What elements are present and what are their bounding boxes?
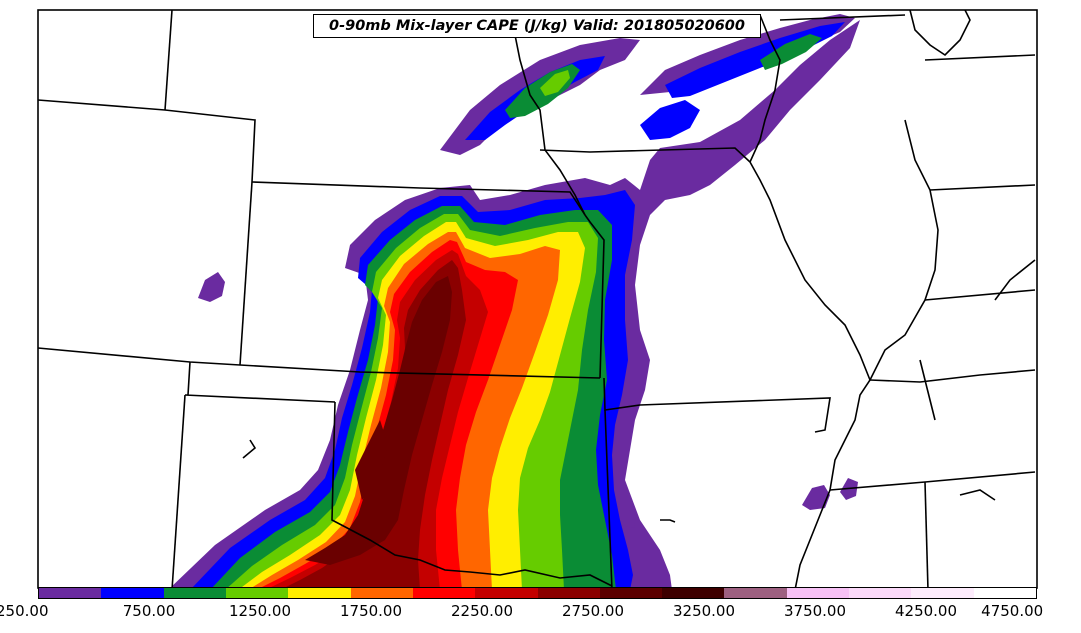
colorbar-tick-label: 4750.00 <box>981 602 1044 620</box>
cape-blob-west <box>198 272 225 302</box>
colorbar-segment <box>288 588 351 598</box>
colorbar-segment <box>475 588 538 598</box>
cape-band-2750 <box>305 276 452 565</box>
cape-band-1000-ne <box>760 34 822 70</box>
colorbar-segment <box>662 588 725 598</box>
colorbar <box>38 587 1037 599</box>
colorbar-tick-label: 1750.00 <box>339 602 403 620</box>
colorbar-segment <box>412 588 476 598</box>
colorbar-segment <box>163 588 226 598</box>
cape-blob-south-1 <box>620 510 636 528</box>
colorbar-tick-label: 3250.00 <box>672 602 736 620</box>
cape-band-750-ne2 <box>640 100 700 140</box>
colorbar-segment <box>849 588 912 598</box>
map-title: 0-90mb Mix-layer CAPE (J/kg) Valid: 2018… <box>313 14 761 38</box>
colorbar-segment <box>599 588 663 598</box>
colorbar-segment <box>101 588 164 598</box>
colorbar-tick-label: 2750.00 <box>561 602 625 620</box>
cape-blob-southeast <box>802 485 830 510</box>
colorbar-segment <box>911 588 974 598</box>
colorbar-segment <box>39 588 102 598</box>
colorbar-segment <box>973 588 1036 598</box>
colorbar-tick-label: 1250.00 <box>228 602 292 620</box>
cape-band-1250-north <box>540 70 570 96</box>
colorbar-segment <box>786 588 850 598</box>
colorbar-tick-label: 3750.00 <box>783 602 847 620</box>
cape-contours <box>168 14 860 590</box>
colorbar-tick-label: 250.00 <box>0 602 49 620</box>
colorbar-tick-label: 4250.00 <box>894 602 958 620</box>
colorbar-segment <box>537 588 600 598</box>
colorbar-segment <box>225 588 289 598</box>
state-boundaries <box>37 9 1036 591</box>
colorbar-segment <box>724 588 787 598</box>
colorbar-segment <box>350 588 413 598</box>
cape-band-2750-b <box>355 420 388 500</box>
colorbar-tick-label: 2250.00 <box>450 602 514 620</box>
colorbar-tick-label: 750.00 <box>122 602 176 620</box>
